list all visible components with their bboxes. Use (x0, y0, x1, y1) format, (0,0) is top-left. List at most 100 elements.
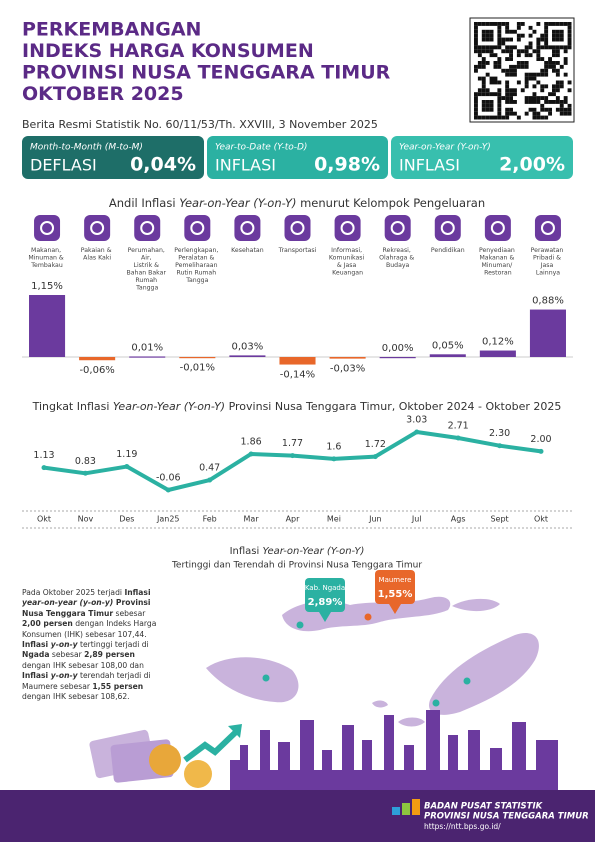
value-label: 2.30 (489, 428, 510, 439)
qr-module (544, 64, 549, 69)
card-value: 0,98% (314, 154, 380, 176)
qr-module (509, 68, 513, 73)
point (165, 487, 171, 493)
summary-paragraph: Pada Oktober 2025 terjadi Inflasi year-o… (22, 588, 160, 702)
qr-module (485, 100, 490, 104)
qr-module (516, 25, 521, 30)
qr-module (481, 57, 486, 61)
qr-module (567, 107, 572, 112)
card-value: 2,00% (499, 154, 565, 176)
map-title: Inflasi Year-on-Year (Y-on-Y) (230, 546, 365, 557)
label-line: Pribadi & (533, 255, 563, 262)
callout-pointer (319, 612, 331, 622)
x-tick-label: Jan25 (156, 515, 180, 524)
x-tick-label: Jun (368, 515, 382, 524)
label-line: Penyediaan (479, 247, 517, 254)
value-label: 0,00% (382, 343, 414, 354)
qr-module (540, 115, 545, 120)
qr-module (555, 80, 560, 85)
qr-module (555, 45, 560, 50)
card-kind: INFLASI (399, 156, 460, 175)
label-line: Pakaian & (81, 247, 114, 254)
qr-module (555, 72, 560, 77)
category-icon (284, 215, 311, 241)
card-label: Year-to-Date (Y-to-D) (215, 143, 307, 153)
money-illustration (89, 724, 242, 788)
qr-module (524, 49, 529, 54)
label-line: Perumahan, (128, 247, 167, 254)
qr-module (567, 103, 572, 108)
bar (229, 355, 266, 357)
qr-module (536, 96, 541, 100)
icon-glyph (540, 221, 555, 235)
qr-module (532, 72, 537, 77)
qr-module (509, 37, 513, 42)
qr-module (477, 88, 482, 93)
category-icon (334, 215, 361, 241)
point (455, 435, 461, 441)
qr-module (474, 96, 478, 100)
qr-module (520, 33, 525, 38)
category-icon (384, 215, 411, 241)
value-label: 3.03 (406, 415, 427, 426)
paragraph-run: y-on-y (50, 671, 78, 681)
qr-module (505, 22, 510, 26)
value-label: 0.47 (199, 463, 220, 474)
qr-module (477, 61, 482, 65)
qr-module (497, 96, 502, 100)
point (290, 453, 295, 459)
qr-module (532, 76, 537, 81)
icon-glyph (340, 221, 355, 235)
point (331, 456, 337, 462)
qr-module (552, 33, 556, 38)
qr-module (540, 33, 545, 38)
card-kind: INFLASI (215, 156, 276, 175)
qr-module (536, 80, 541, 85)
island-sabu (372, 700, 388, 708)
label-line: Peralatan & (178, 255, 216, 262)
label-line: Perawatan (531, 247, 566, 254)
paragraph-run: Inflasi (22, 671, 51, 681)
x-tick-label: Feb (203, 515, 217, 524)
qr-module (567, 29, 572, 34)
qr-module (509, 92, 513, 97)
callout-name: Maumere (379, 576, 412, 584)
qr-module (489, 100, 494, 104)
x-tick-label: Apr (286, 515, 301, 524)
qr-module (481, 80, 486, 85)
qr-module (528, 33, 533, 38)
qr-module (501, 96, 506, 100)
qr-module (474, 37, 478, 42)
callout-name: Kab. Ngada (305, 584, 345, 592)
qr-module (524, 80, 529, 85)
value-label: -0,03% (330, 364, 365, 375)
qr-module (544, 100, 549, 104)
label-line: Transportasi (278, 247, 317, 254)
label-line: Pemeliharaan (175, 262, 219, 269)
category-label: Rekreasi, Olahraga & Budaya (379, 247, 416, 269)
bar (79, 357, 116, 361)
bar (429, 354, 466, 357)
qr-module (532, 115, 537, 120)
qr-module (524, 111, 529, 116)
qr-module (528, 76, 533, 81)
value-label: 1.6 (326, 441, 341, 452)
qr-module (505, 100, 510, 104)
qr-module (516, 80, 521, 85)
qr-module (548, 64, 552, 69)
qr-module (481, 100, 486, 104)
title-line: OKTOBER 2025 (22, 83, 184, 105)
card (22, 136, 204, 179)
label-line: Makanan, (31, 247, 63, 254)
point (372, 454, 378, 460)
qr-module (509, 96, 513, 100)
point (41, 465, 47, 471)
qr-module (497, 103, 502, 108)
qr-module (548, 22, 552, 26)
label-line: Bahan Bakar (127, 270, 168, 277)
label-line: Air, (141, 255, 153, 262)
label-line: Rutin Rumah (176, 270, 218, 277)
label-line: Informasi, (331, 247, 364, 254)
icon-glyph (240, 221, 255, 235)
qr-module (555, 61, 560, 65)
